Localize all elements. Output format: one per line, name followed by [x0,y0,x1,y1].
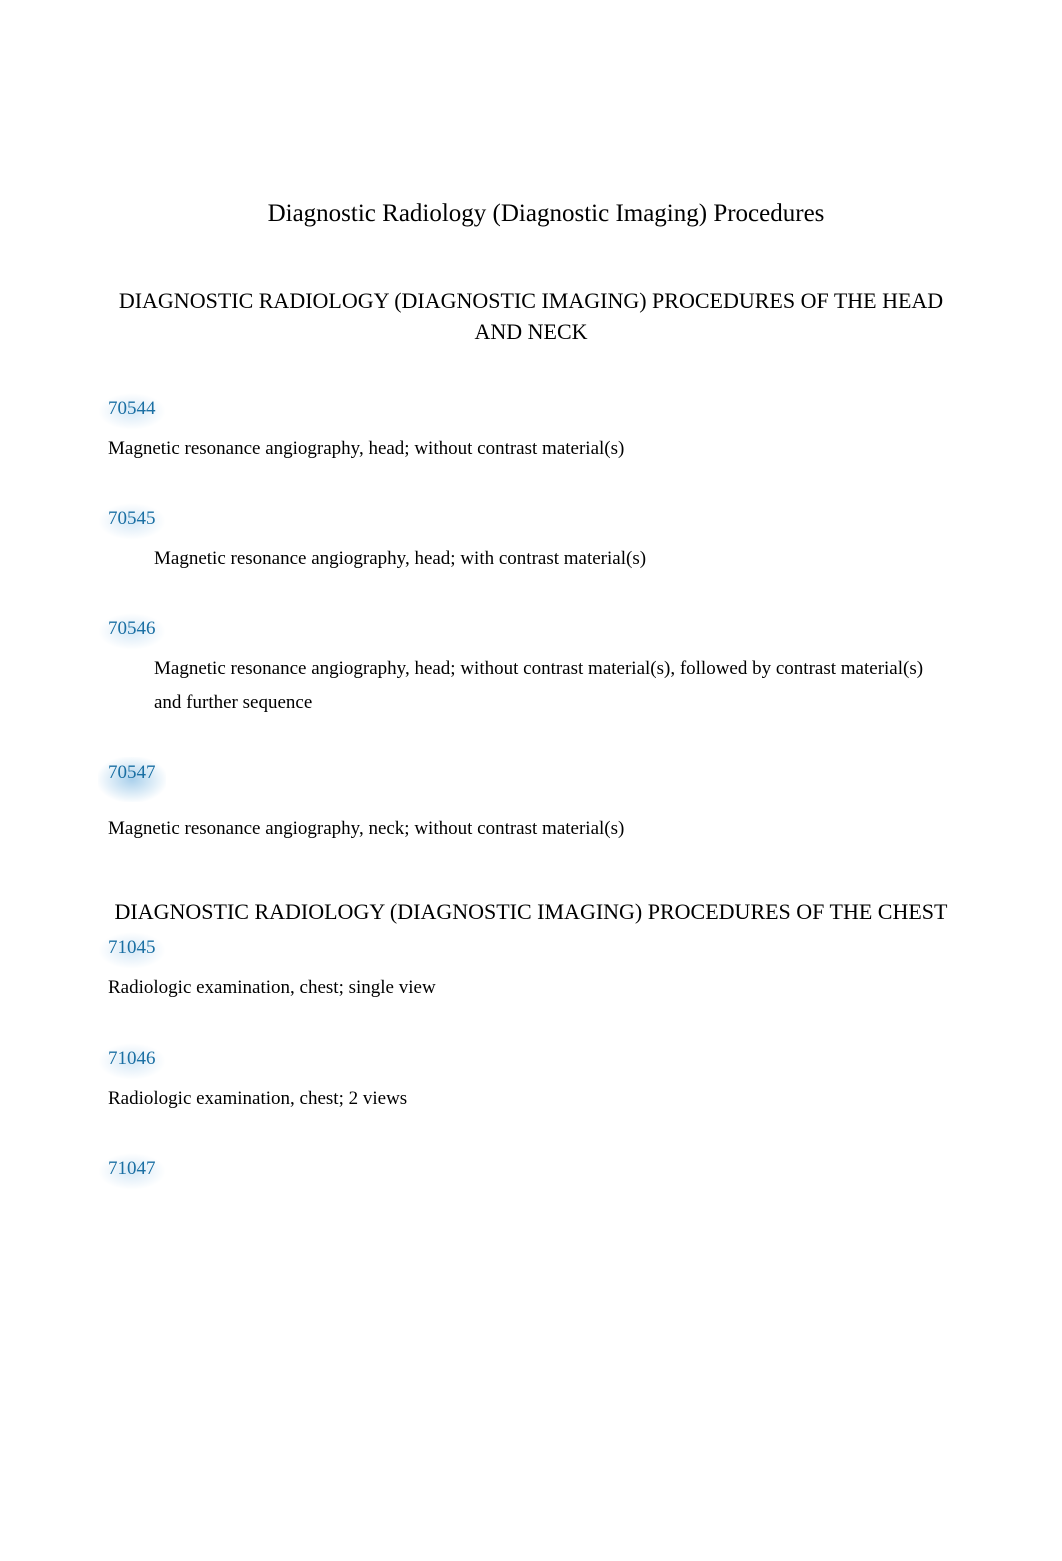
code-entry: 71046 Radiologic examination, chest; 2 v… [108,1048,954,1116]
code-link-70547[interactable]: 70547 [108,762,156,784]
code-entry: 70546 Magnetic resonance angiography, he… [108,618,954,720]
code-link-70546[interactable]: 70546 [108,618,156,640]
code-entry: 70547 Magnetic resonance angiography, ne… [108,762,954,846]
code-description: Radiologic examination, chest; single vi… [108,971,954,1005]
code-entry: 71047 [108,1158,954,1180]
code-description: Magnetic resonance angiography, head; wi… [108,432,954,466]
code-link-71046[interactable]: 71046 [108,1048,156,1070]
code-description: Magnetic resonance angiography, head; wi… [108,652,954,720]
code-description: Radiologic examination, chest; 2 views [108,1082,954,1116]
section-heading: DIAGNOSTIC RADIOLOGY (DIAGNOSTIC IMAGING… [108,286,954,348]
code-description: Magnetic resonance angiography, head; wi… [108,542,954,576]
code-link-70544[interactable]: 70544 [108,398,156,420]
section-heading: DIAGNOSTIC RADIOLOGY (DIAGNOSTIC IMAGING… [108,897,954,928]
code-link-70545[interactable]: 70545 [108,508,156,530]
code-entry: 70544 Magnetic resonance angiography, he… [108,398,954,466]
code-description: Magnetic resonance angiography, neck; wi… [108,812,954,846]
section-chest: DIAGNOSTIC RADIOLOGY (DIAGNOSTIC IMAGING… [108,897,954,1180]
code-entry: 71045 Radiologic examination, chest; sin… [108,937,954,1005]
code-entry: 70545 Magnetic resonance angiography, he… [108,508,954,576]
code-link-71047[interactable]: 71047 [108,1158,156,1180]
code-link-71045[interactable]: 71045 [108,937,156,959]
page-title: Diagnostic Radiology (Diagnostic Imaging… [108,200,954,228]
section-head-neck: DIAGNOSTIC RADIOLOGY (DIAGNOSTIC IMAGING… [108,286,954,847]
